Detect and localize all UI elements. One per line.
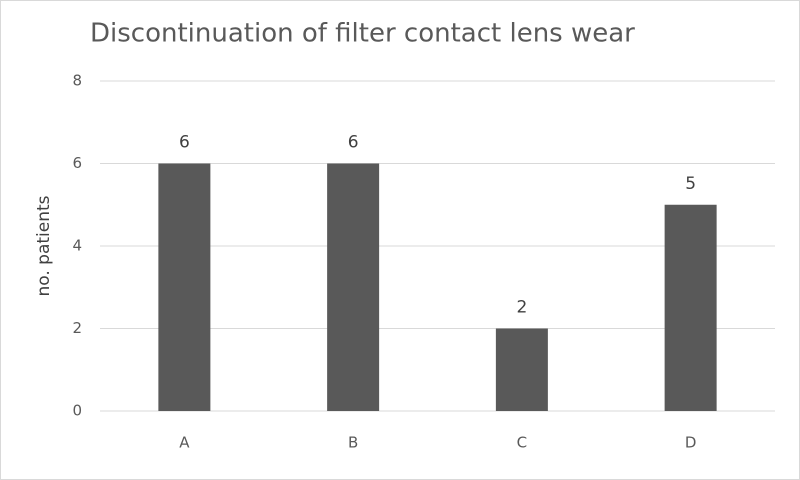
- y-axis-label: no. patients: [34, 195, 54, 296]
- y-tick-label: 8: [72, 72, 82, 90]
- x-tick-label: D: [685, 434, 697, 452]
- data-label: 6: [348, 133, 359, 153]
- y-tick-label: 4: [72, 237, 82, 255]
- y-tick-label: 2: [72, 319, 82, 337]
- y-tick-label: 0: [72, 402, 82, 420]
- data-label: 5: [685, 174, 696, 194]
- x-tick-label: C: [517, 434, 527, 452]
- bar: [327, 163, 380, 411]
- x-tick-label: B: [348, 434, 358, 452]
- y-tick-label: 6: [72, 154, 82, 172]
- bar: [158, 163, 211, 411]
- bar: [664, 204, 717, 411]
- data-label: 6: [179, 133, 190, 153]
- bar: [495, 328, 548, 411]
- chart-title: Discontinuation of filter contact lens w…: [90, 19, 635, 49]
- data-label: 2: [516, 298, 527, 318]
- x-tick-label: A: [179, 434, 190, 452]
